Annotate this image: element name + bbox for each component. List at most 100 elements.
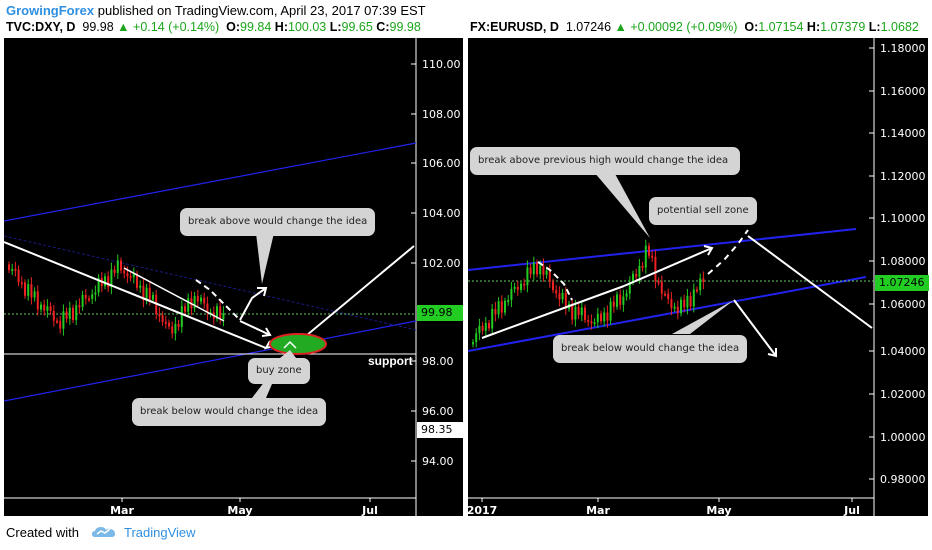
left-downtrend-line[interactable] <box>4 241 267 349</box>
left-support-tag: 98.35 <box>417 422 463 438</box>
left-candle <box>62 311 65 329</box>
right-dashed-path-2[interactable] <box>707 229 749 275</box>
right-change: ▲ +0.00092 (+0.09%) <box>614 20 738 34</box>
left-candle <box>142 285 145 301</box>
right-projection-down[interactable] <box>747 235 873 329</box>
right-candle <box>539 265 542 275</box>
note-break-above[interactable]: break above would change the idea <box>180 208 376 236</box>
right-candle <box>625 293 628 297</box>
right-candle <box>516 286 519 290</box>
right-candle <box>667 293 670 300</box>
left-candle <box>171 326 174 334</box>
right-candle <box>513 286 516 289</box>
right-candle <box>529 267 532 275</box>
buy-zone-ellipse[interactable] <box>269 333 327 355</box>
right-chart-legend: FX:EURUSD, D 1.07246 ▲ +0.00092 (+0.09%)… <box>470 20 919 34</box>
right-candle <box>619 294 622 305</box>
left-y-tick-label: 96.00 <box>422 405 454 418</box>
left-channel-upper[interactable] <box>4 142 417 222</box>
left-high-value: 100.03 <box>288 20 327 34</box>
left-candle <box>91 294 94 299</box>
right-y-tick-label: 1.00000 <box>880 431 926 444</box>
left-low-label: L: <box>329 20 342 34</box>
right-candle <box>638 265 641 277</box>
note-sell-zone[interactable]: potential sell zone <box>649 197 757 225</box>
note-break-below-right[interactable]: break below would change the idea <box>553 335 748 363</box>
tradingview-link[interactable]: TradingView <box>124 525 196 540</box>
left-projection-up[interactable] <box>288 245 415 351</box>
right-rise-line[interactable] <box>623 247 713 287</box>
note-buy-zone[interactable]: buy zone <box>248 358 310 384</box>
left-candle <box>203 297 206 304</box>
right-candle <box>494 309 497 315</box>
left-x-tick-label: Jul <box>361 504 378 516</box>
right-candle <box>606 312 609 321</box>
right-candle <box>481 325 484 331</box>
left-candle <box>180 306 183 327</box>
left-symbol[interactable]: TVC:DXY, D <box>6 20 76 34</box>
author-link[interactable]: GrowingForex <box>6 3 95 18</box>
left-candle <box>200 297 202 302</box>
left-candle <box>164 321 167 324</box>
right-candle <box>609 301 612 321</box>
left-y-tick-label: 104.00 <box>422 207 461 220</box>
tradingview-cloud-icon <box>91 527 115 537</box>
left-candle <box>11 268 14 271</box>
right-open-label: O: <box>744 20 759 34</box>
right-candle <box>622 296 625 305</box>
right-candle <box>683 299 686 308</box>
right-note1-pointer <box>594 172 650 238</box>
right-note3-pointer <box>672 300 734 334</box>
right-candle <box>692 289 695 307</box>
left-candle <box>78 305 81 308</box>
left-x-tick-label: Mar <box>110 504 134 516</box>
left-y-tick-label: 110.00 <box>422 58 461 71</box>
right-candle <box>689 295 692 307</box>
right-candle <box>564 292 567 309</box>
left-channel-lower[interactable] <box>4 320 417 402</box>
right-chart-canvas[interactable]: 1.18000 1.16000 1.14000 1.12000 1.10000 1.080… <box>468 38 928 516</box>
right-high-label: H: <box>806 20 821 34</box>
buy-zone-mark <box>283 340 297 349</box>
left-arrow-head-2 <box>257 287 268 297</box>
left-candle <box>187 298 190 312</box>
left-candle <box>129 276 132 279</box>
right-channel-upper[interactable] <box>468 228 857 271</box>
left-chart-pane[interactable]: 110.00 108.00 106.00 104.00 102.00 98.00 96.00… <box>4 38 463 516</box>
left-candle <box>116 260 119 273</box>
right-candle <box>654 256 657 282</box>
left-candle <box>72 307 74 321</box>
right-low-label: L: <box>868 20 881 34</box>
left-candle <box>46 306 49 311</box>
footer-created-with: Created with <box>6 525 79 540</box>
left-candle <box>136 273 138 288</box>
note-break-above-high[interactable]: break above previous high would change t… <box>470 147 740 175</box>
right-candle <box>696 289 698 292</box>
footer: Created with TradingView <box>6 525 196 540</box>
right-chart-pane[interactable]: 1.18000 1.16000 1.14000 1.12000 1.10000 1.080… <box>468 38 929 516</box>
note-break-below-left[interactable]: break below would change the idea <box>132 398 327 426</box>
left-y-tick-label: 108.00 <box>422 108 461 121</box>
right-candle <box>651 255 654 258</box>
right-arrow-head-1 <box>703 245 714 256</box>
right-breakdown-arrow[interactable] <box>733 299 777 357</box>
left-path-down[interactable] <box>195 279 241 321</box>
left-candle <box>206 303 209 314</box>
right-candles <box>472 239 705 348</box>
left-last-price: 99.98 <box>82 20 114 34</box>
right-symbol[interactable]: FX:EURUSD, D <box>470 20 559 34</box>
right-y-tick-label: 1.02000 <box>880 388 926 401</box>
left-candle <box>75 305 78 321</box>
right-x-tick-label: Mar <box>586 504 610 516</box>
left-candle <box>33 291 36 298</box>
right-candle <box>699 278 702 291</box>
left-path-up-arrow[interactable] <box>239 287 267 321</box>
left-candle <box>126 273 129 277</box>
right-candle <box>660 281 663 294</box>
right-candle <box>577 306 580 316</box>
left-chart-canvas[interactable]: 110.00 108.00 106.00 104.00 102.00 98.00 96.00… <box>4 38 463 516</box>
left-candle <box>30 284 33 298</box>
left-note1-pointer <box>256 233 274 284</box>
right-channel-lower[interactable] <box>468 276 867 352</box>
right-candle <box>484 322 487 331</box>
